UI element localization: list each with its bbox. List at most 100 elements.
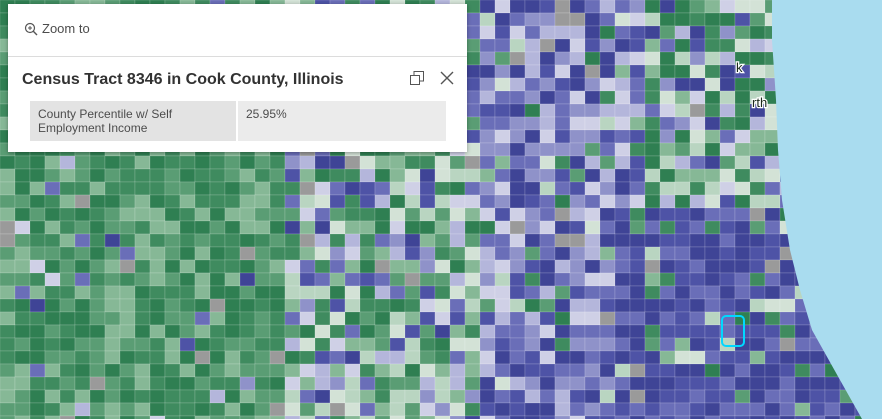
tract[interactable] <box>779 350 796 365</box>
tract[interactable] <box>479 129 496 144</box>
tract[interactable] <box>389 350 406 365</box>
tract[interactable] <box>509 38 526 53</box>
tract[interactable] <box>539 129 556 144</box>
tract[interactable] <box>704 51 721 66</box>
tract[interactable] <box>689 116 706 131</box>
tract[interactable] <box>569 350 586 365</box>
tract[interactable] <box>629 311 646 326</box>
tract[interactable] <box>719 350 736 365</box>
tract[interactable] <box>794 363 811 378</box>
tract[interactable] <box>434 415 451 419</box>
tract[interactable] <box>464 272 481 287</box>
tract[interactable] <box>284 376 301 391</box>
tract[interactable] <box>719 376 736 391</box>
tract[interactable] <box>569 207 586 222</box>
tract[interactable] <box>584 363 601 378</box>
tract[interactable] <box>389 337 406 352</box>
tract[interactable] <box>89 246 106 261</box>
tract[interactable] <box>149 285 166 300</box>
tract[interactable] <box>284 168 301 183</box>
tract[interactable] <box>0 298 16 313</box>
tract[interactable] <box>0 285 16 300</box>
tract[interactable] <box>314 233 331 248</box>
tract[interactable] <box>644 194 661 209</box>
tract[interactable] <box>269 389 286 404</box>
tract[interactable] <box>659 25 676 40</box>
tract[interactable] <box>704 142 721 157</box>
tract[interactable] <box>299 181 316 196</box>
tract[interactable] <box>134 181 151 196</box>
tract[interactable] <box>404 350 421 365</box>
tract[interactable] <box>629 64 646 79</box>
tract[interactable] <box>0 259 16 274</box>
tract[interactable] <box>479 77 496 92</box>
tract[interactable] <box>104 415 121 419</box>
tract[interactable] <box>404 220 421 235</box>
tract[interactable] <box>374 298 391 313</box>
tract[interactable] <box>689 272 706 287</box>
tract[interactable] <box>554 376 571 391</box>
tract[interactable] <box>0 246 16 261</box>
tract[interactable] <box>749 324 766 339</box>
tract[interactable] <box>509 415 526 419</box>
tract[interactable] <box>0 402 16 417</box>
tract[interactable] <box>764 259 781 274</box>
tract[interactable] <box>599 77 616 92</box>
tract[interactable] <box>689 324 706 339</box>
tract[interactable] <box>329 363 346 378</box>
tract[interactable] <box>224 389 241 404</box>
tract[interactable] <box>419 233 436 248</box>
tract[interactable] <box>734 142 751 157</box>
tract[interactable] <box>74 376 91 391</box>
tract[interactable] <box>704 272 721 287</box>
tract[interactable] <box>494 246 511 261</box>
tract[interactable] <box>494 285 511 300</box>
tract[interactable] <box>734 25 751 40</box>
tract[interactable] <box>524 0 541 14</box>
tract[interactable] <box>269 168 286 183</box>
tract[interactable] <box>29 272 46 287</box>
tract[interactable] <box>779 324 796 339</box>
tract[interactable] <box>104 402 121 417</box>
tract[interactable] <box>89 389 106 404</box>
tract[interactable] <box>599 272 616 287</box>
tract[interactable] <box>209 298 226 313</box>
tract[interactable] <box>614 207 631 222</box>
tract[interactable] <box>629 38 646 53</box>
tract[interactable] <box>329 207 346 222</box>
tract[interactable] <box>299 324 316 339</box>
tract[interactable] <box>284 272 301 287</box>
tract[interactable] <box>164 181 181 196</box>
tract[interactable] <box>704 12 721 27</box>
tract[interactable] <box>299 168 316 183</box>
tract[interactable] <box>599 220 616 235</box>
tract[interactable] <box>59 389 76 404</box>
tract[interactable] <box>734 415 751 419</box>
tract[interactable] <box>644 337 661 352</box>
tract[interactable] <box>614 324 631 339</box>
tract[interactable] <box>269 376 286 391</box>
tract[interactable] <box>644 142 661 157</box>
tract[interactable] <box>194 402 211 417</box>
tract[interactable] <box>674 272 691 287</box>
tract[interactable] <box>434 311 451 326</box>
tract[interactable] <box>494 233 511 248</box>
tract[interactable] <box>44 311 61 326</box>
tract[interactable] <box>104 168 121 183</box>
tract[interactable] <box>464 350 481 365</box>
tract[interactable] <box>824 402 841 417</box>
tract[interactable] <box>344 181 361 196</box>
tract[interactable] <box>749 337 766 352</box>
tract[interactable] <box>329 168 346 183</box>
tract[interactable] <box>554 363 571 378</box>
tract[interactable] <box>434 181 451 196</box>
tract[interactable] <box>614 90 631 105</box>
tract[interactable] <box>719 38 736 53</box>
tract[interactable] <box>224 233 241 248</box>
tract[interactable] <box>599 298 616 313</box>
tract[interactable] <box>374 246 391 261</box>
tract[interactable] <box>494 129 511 144</box>
tract[interactable] <box>374 402 391 417</box>
tract[interactable] <box>509 51 526 66</box>
tract[interactable] <box>434 389 451 404</box>
